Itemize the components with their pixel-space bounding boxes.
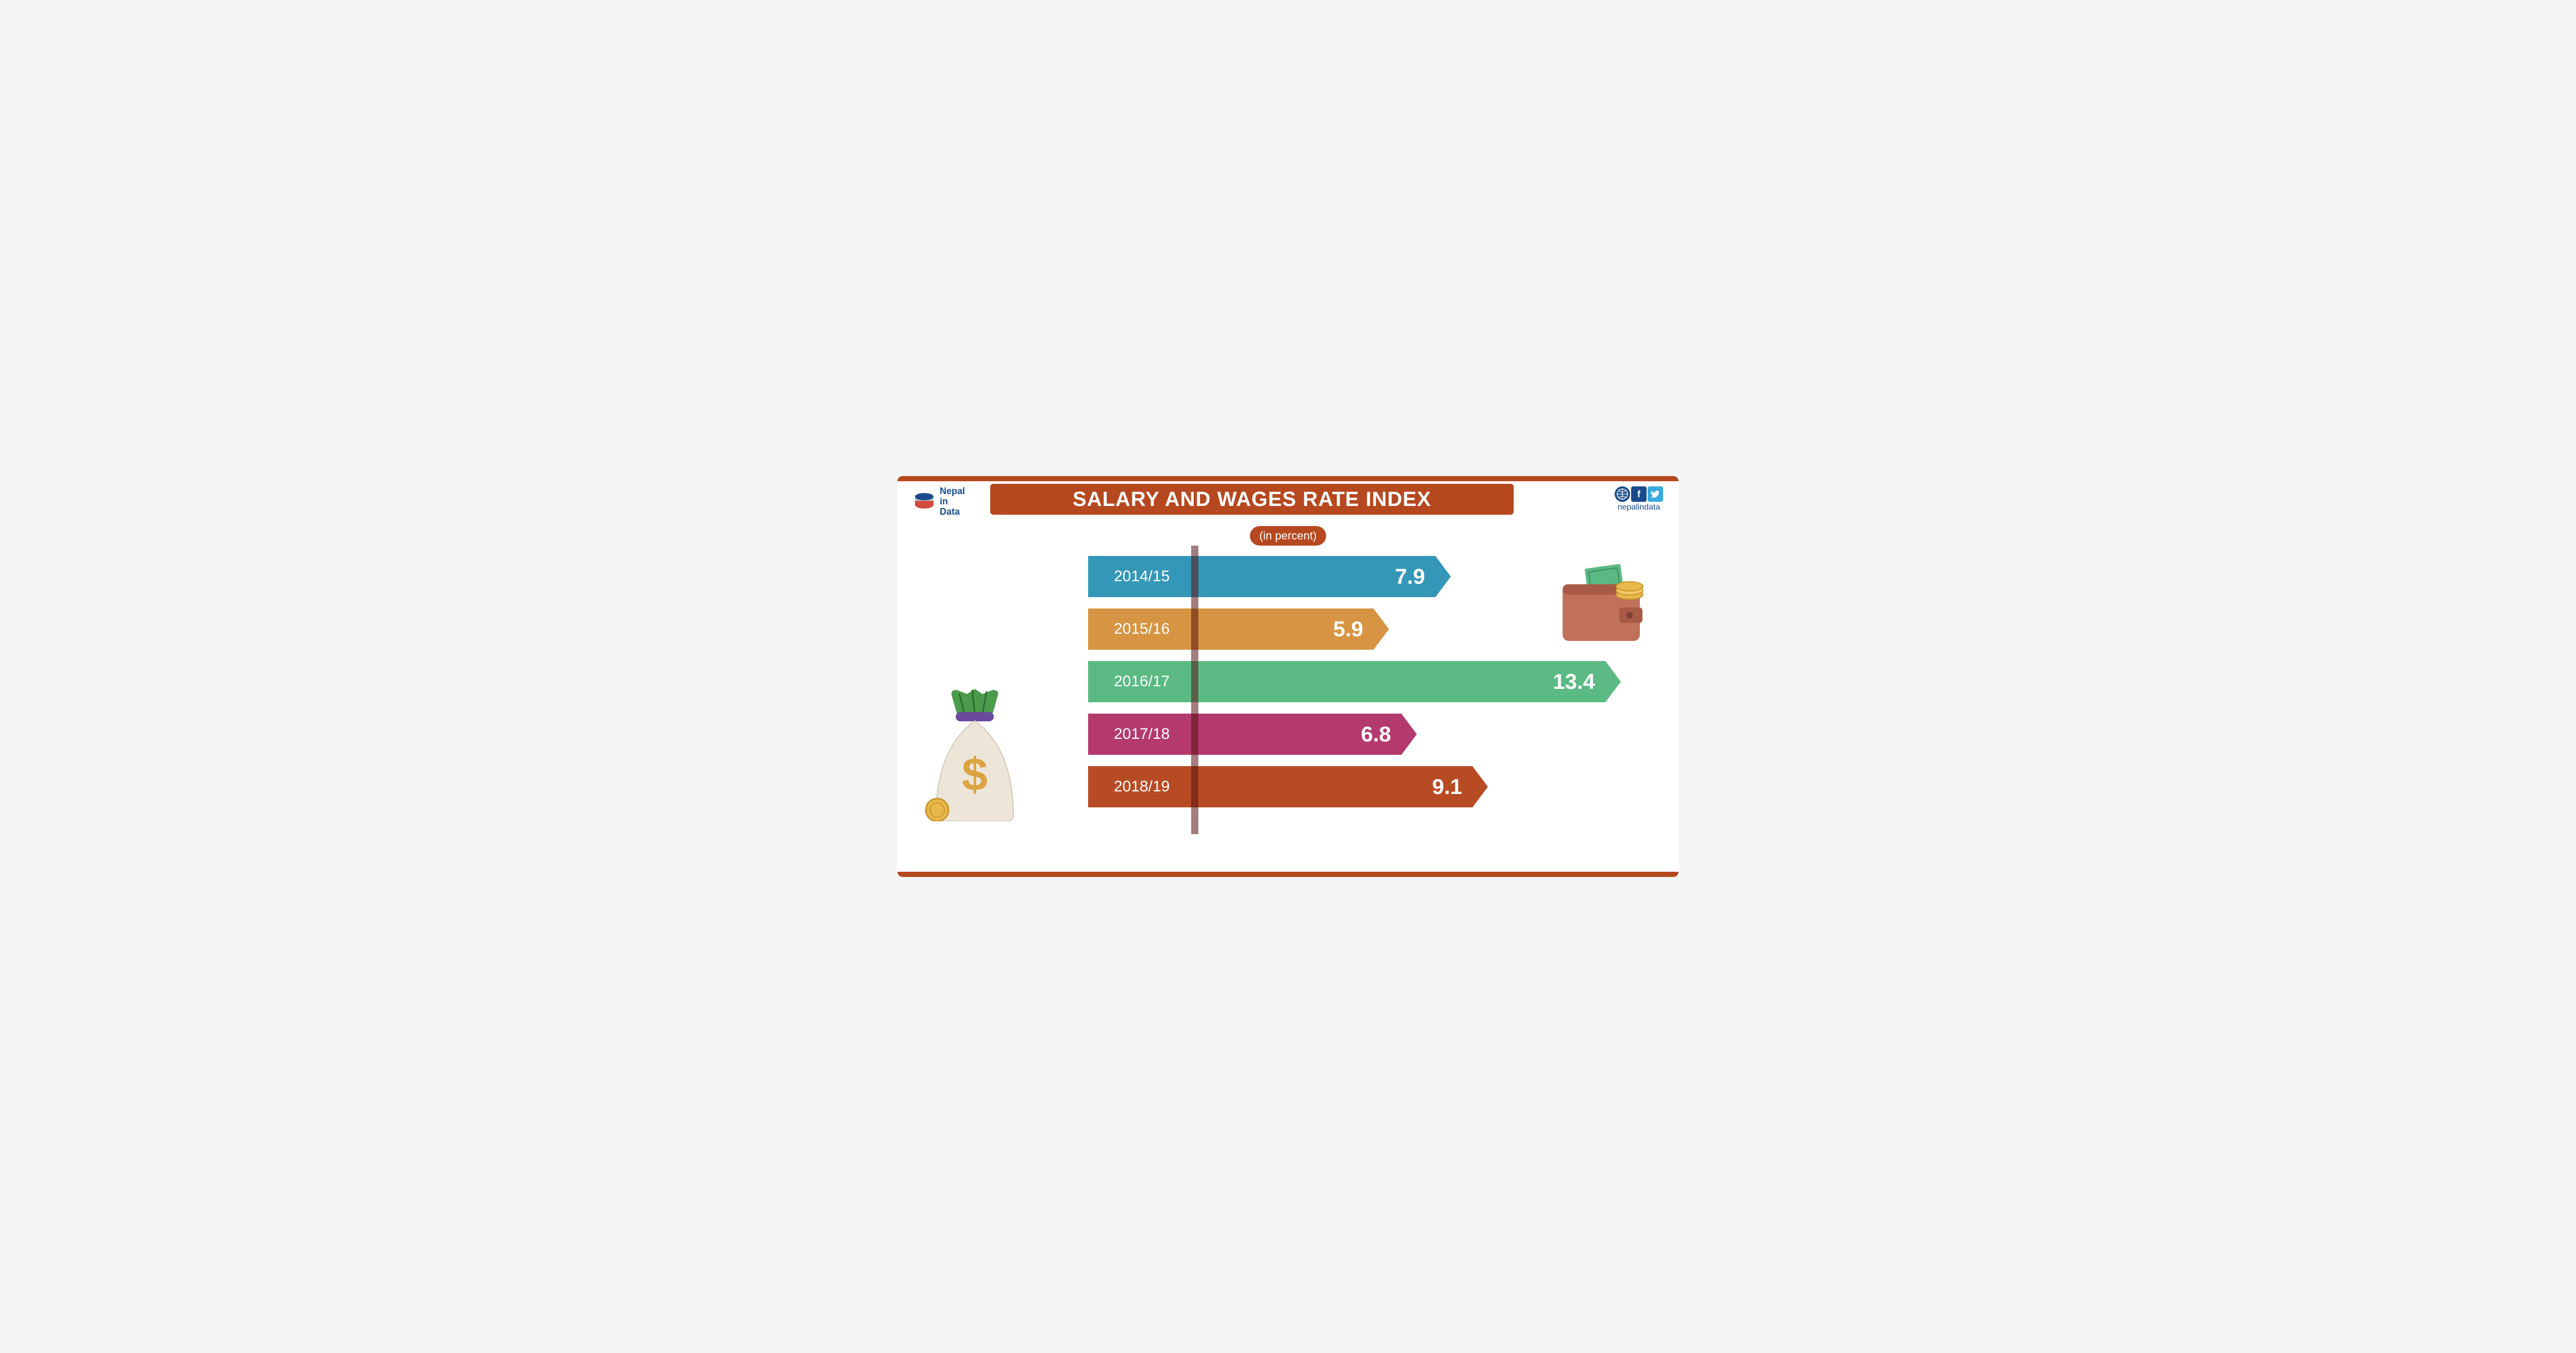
facebook-icon[interactable]: f xyxy=(1631,486,1647,502)
bar-value-label: 13.4 xyxy=(1553,669,1595,694)
brand-logo: Nepal in Data xyxy=(913,486,965,517)
bar: 2016/17 13.4 xyxy=(1088,661,1605,702)
source-footer: Source: Nepal Rastra Bank. Current Macro… xyxy=(897,857,1679,873)
bar-value-label: 7.9 xyxy=(1395,564,1425,589)
bar-year-label: 2014/15 xyxy=(1114,568,1170,585)
bar: 2017/18 6.8 xyxy=(1088,714,1401,755)
bar-year-label: 2015/16 xyxy=(1114,620,1170,638)
bar: 2015/16 5.9 xyxy=(1088,608,1374,650)
bar-year-label: 2016/17 xyxy=(1114,673,1170,690)
infographic-card: Nepal in Data SALARY AND WAGES RATE INDE… xyxy=(897,476,1679,877)
header: Nepal in Data SALARY AND WAGES RATE INDE… xyxy=(897,481,1679,517)
wallet-icon xyxy=(1557,564,1650,646)
brand-name-line: Data xyxy=(940,507,965,517)
bar: 2014/15 7.9 xyxy=(1088,556,1435,597)
page-title: SALARY AND WAGES RATE INDEX xyxy=(1073,488,1431,511)
brand-name-line: Nepal xyxy=(940,486,965,497)
bar-year-label: 2018/19 xyxy=(1114,778,1170,796)
money-bag-icon: $ xyxy=(921,687,1029,821)
subtitle-text: (in percent) xyxy=(1259,529,1316,542)
web-icon[interactable] xyxy=(1615,486,1630,502)
brand-name-line: in xyxy=(940,497,965,507)
bar-value-label: 6.8 xyxy=(1361,722,1391,747)
source-text: Source: Nepal Rastra Bank. Current Macro… xyxy=(1055,858,1521,867)
bar-row: 2014/15 7.9 xyxy=(1088,556,1435,597)
bar: 2018/19 9.1 xyxy=(1088,766,1472,807)
brand-name: Nepal in Data xyxy=(940,486,965,517)
bar-row: 2017/18 6.8 xyxy=(1088,714,1401,755)
database-icon xyxy=(913,491,936,513)
bar-row: 2018/19 9.1 xyxy=(1088,766,1472,807)
social-icons: f xyxy=(1615,486,1663,502)
bar-row: 2016/17 13.4 xyxy=(1088,661,1605,702)
bar-value-label: 9.1 xyxy=(1432,774,1462,799)
bar-chart: 2014/15 7.9 2015/16 5.9 2016/17 13.4 2017/18 6.… xyxy=(928,556,1648,829)
svg-text:$: $ xyxy=(962,749,988,801)
subtitle-pill: (in percent) xyxy=(1250,526,1326,546)
vertical-axis xyxy=(1191,546,1198,834)
social-handle: nepalindata xyxy=(1618,503,1660,512)
bar-value-label: 5.9 xyxy=(1333,617,1363,641)
title-banner: SALARY AND WAGES RATE INDEX xyxy=(990,484,1514,515)
social-block: f nepalindata xyxy=(1615,486,1663,512)
bar-row: 2015/16 5.9 xyxy=(1088,608,1374,650)
bar-year-label: 2017/18 xyxy=(1114,725,1170,743)
twitter-icon[interactable] xyxy=(1648,486,1663,502)
